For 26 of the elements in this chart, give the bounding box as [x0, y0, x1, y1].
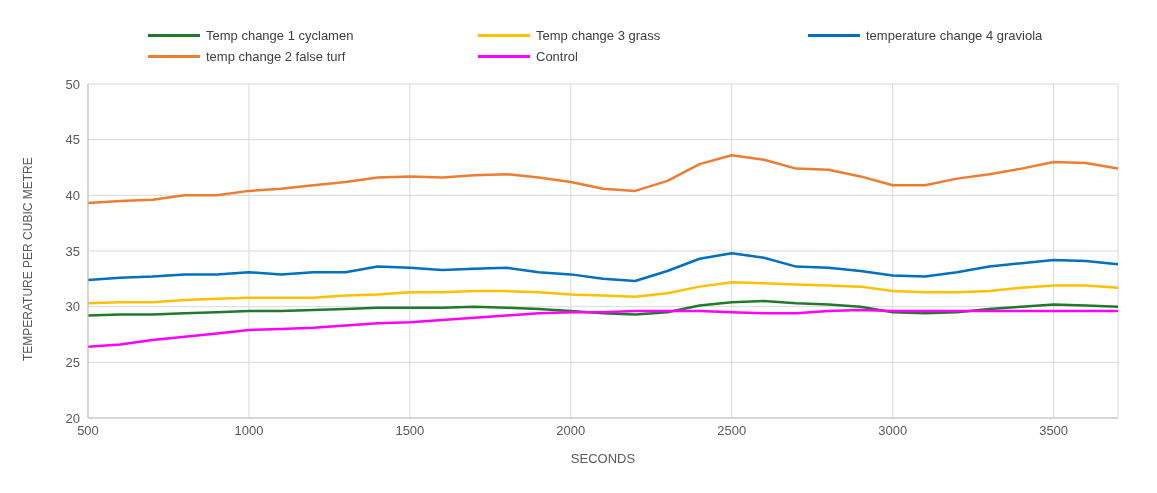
legend-label: Control	[536, 49, 578, 64]
line-series	[88, 251, 1118, 283]
x-tick-label: 1000	[234, 423, 264, 439]
x-tick-label: 500	[77, 423, 99, 439]
line-series	[88, 280, 1118, 305]
y-tick-label: 50	[65, 76, 80, 92]
y-tick-label: 35	[65, 243, 80, 259]
legend-label: temp change 2 false turf	[206, 49, 346, 64]
line-series	[88, 299, 1118, 317]
x-tick-label: 3000	[878, 423, 908, 439]
x-axis-title: SECONDS	[570, 451, 636, 466]
y-tick-label: 25	[65, 354, 80, 370]
legend-label: temperature change 4 graviola	[866, 28, 1043, 43]
x-tick-label: 2000	[556, 423, 586, 439]
legend-label: Temp change 3 grass	[536, 28, 661, 43]
line-series	[88, 308, 1118, 348]
x-tick-label: 2500	[717, 423, 747, 439]
y-tick-label: 30	[65, 299, 80, 315]
y-tick-label: 20	[65, 410, 80, 426]
x-tick-label: 1500	[395, 423, 425, 439]
y-axis-title: TEMPERATURE PER CUBIC METRE	[21, 157, 36, 361]
line-series	[88, 154, 1118, 205]
y-tick-label: 40	[65, 187, 80, 203]
legend-label: Temp change 1 cyclamen	[206, 28, 354, 43]
x-tick-label: 3500	[1039, 423, 1069, 439]
y-tick-label: 45	[65, 132, 80, 148]
